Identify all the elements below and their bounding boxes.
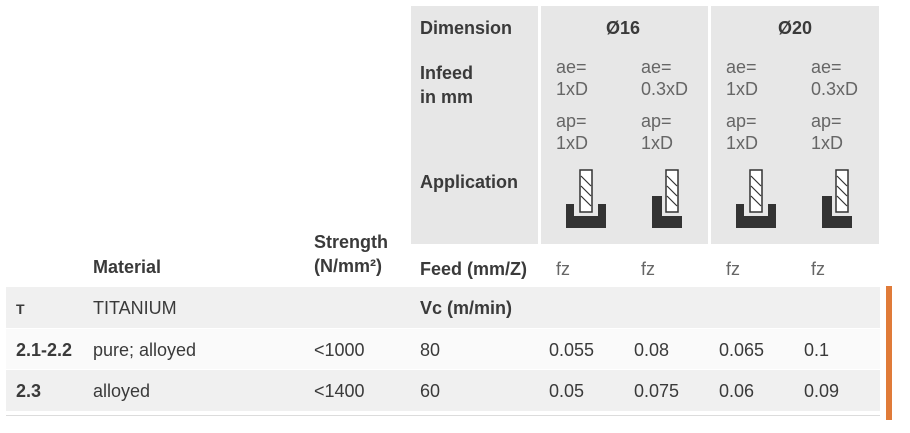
slot-milling-icon: [566, 169, 606, 228]
strength-value: <1000: [314, 340, 365, 360]
feed-value: 0.09: [804, 381, 840, 401]
column-separator: [708, 6, 711, 244]
diameter-20: Ø20: [778, 18, 813, 38]
vc-value: 60: [420, 381, 441, 401]
feed-header: Feed (mm/Z): [420, 259, 528, 279]
feed-value: 0.06: [719, 381, 755, 401]
header-block: [411, 6, 879, 244]
feed-value: 0.065: [719, 340, 765, 360]
ae-value: ae= 1xD: [726, 57, 759, 99]
accent-bar: [886, 286, 892, 420]
group-row: [6, 287, 880, 328]
vc-value: 80: [420, 340, 441, 360]
ap-value: ap= 1xD: [811, 111, 844, 153]
side-milling-icon: [652, 169, 682, 228]
feed-value: 0.08: [634, 340, 670, 360]
ap-value: ap= 1xD: [556, 111, 589, 153]
material-name: alloyed: [93, 381, 151, 401]
feed-value: 0.05: [549, 381, 585, 401]
feed-value: 0.055: [549, 340, 595, 360]
ap-value: ap= 1xD: [726, 111, 759, 153]
group-name: TITANIUM: [93, 298, 177, 318]
dimension-label: Dimension: [420, 18, 513, 38]
table-bottom-rule: [6, 415, 880, 416]
material-header: Material: [93, 257, 162, 277]
application-label: Application: [420, 172, 518, 192]
strength-value: <1400: [314, 381, 365, 401]
fz-label: fz: [641, 259, 656, 279]
diameter-16: Ø16: [606, 18, 641, 38]
table-row: [6, 329, 880, 369]
table-row: [6, 370, 880, 411]
fz-label: fz: [726, 259, 741, 279]
fz-label: fz: [811, 259, 826, 279]
group-code: T: [16, 301, 25, 317]
ap-value: ap= 1xD: [641, 111, 674, 153]
side-milling-icon: [822, 169, 852, 228]
ae-value: ae= 0.3xD: [641, 57, 689, 99]
material-name: pure; alloyed: [93, 340, 197, 360]
slot-milling-icon: [736, 169, 776, 228]
column-separator: [538, 6, 541, 244]
fz-label: fz: [556, 259, 571, 279]
ae-value: ae= 1xD: [556, 57, 589, 99]
feed-value: 0.075: [634, 381, 680, 401]
vc-label: Vc (m/min): [420, 298, 513, 318]
material-code: 2.1-2.2: [16, 340, 73, 360]
material-code: 2.3: [16, 381, 42, 401]
ae-value: ae= 0.3xD: [811, 57, 859, 99]
strength-header: Strength (N/mm²): [314, 232, 388, 276]
feed-value: 0.1: [804, 340, 830, 360]
infeed-label: Infeed in mm: [420, 63, 474, 107]
